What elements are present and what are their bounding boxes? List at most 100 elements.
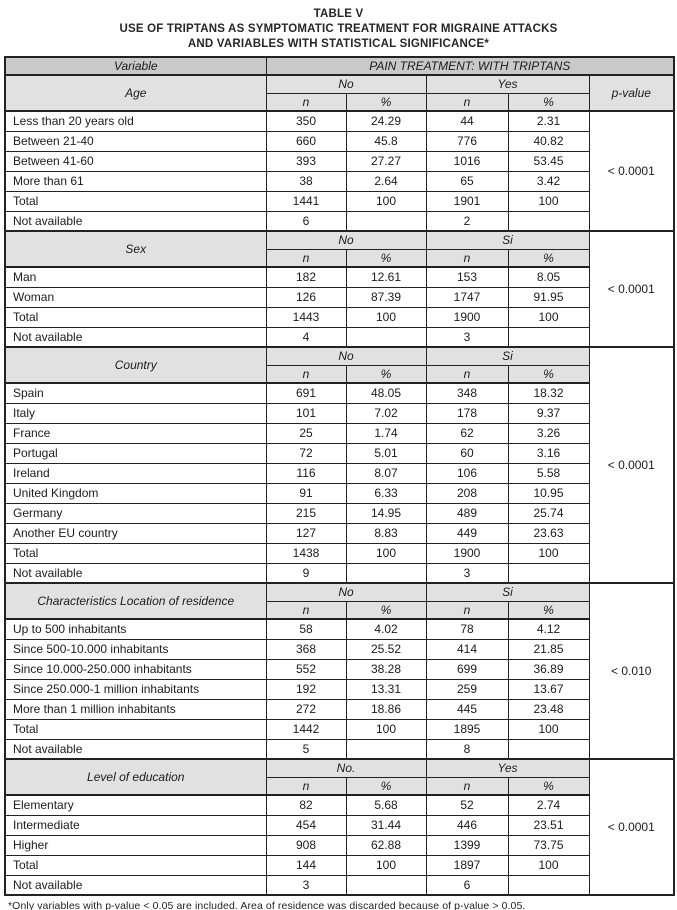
value-cell: 38.28	[345, 658, 427, 680]
section-name-cell: Sex	[4, 230, 267, 268]
section-name-cell: Age	[4, 74, 267, 112]
value-cell: 449	[425, 522, 509, 544]
value-cell: 5	[265, 738, 347, 760]
table-title-line-1: USE OF TRIPTANS AS SYMPTOMATIC TREATMENT…	[119, 23, 558, 35]
row-label-cell: Germany	[4, 502, 267, 524]
yes-header-cell: Si	[425, 582, 590, 602]
value-cell: 60	[425, 442, 509, 464]
column-header-cell: n	[425, 248, 509, 268]
row-label-cell: Total	[4, 306, 267, 328]
value-cell: 208	[425, 482, 509, 504]
table-row: Less than 20 years old 350 24.29 44 2.31 < 0.…	[4, 110, 675, 232]
value-cell: 368	[265, 638, 347, 660]
value-cell: 1.74	[345, 422, 427, 444]
value-cell: 2.31	[507, 110, 590, 132]
column-header-cell: n	[265, 600, 347, 620]
table-row: Since 250.000-1 million inhabitants 192 13…	[4, 678, 674, 700]
row-label-cell: Total	[4, 718, 267, 740]
row-label-cell: Intermediate	[4, 814, 267, 836]
p-value-cell: < 0.0001	[588, 110, 675, 232]
table-row: More than 61 38 2.64 65 3.42	[4, 170, 674, 192]
value-cell: 53.45	[507, 150, 590, 172]
table-title-line-2: AND VARIABLES WITH STATISTICAL SIGNIFICA…	[187, 38, 490, 50]
value-cell: 1895	[425, 718, 509, 740]
column-header-cell: n	[425, 92, 509, 112]
value-cell	[507, 326, 590, 348]
column-header-cell: %	[345, 92, 427, 112]
table-title-block: TABLE V USE OF TRIPTANS AS SYMPTOMATIC T…	[0, 0, 677, 52]
section-name-cell: Level of education	[4, 758, 267, 796]
table-row: Ireland 116 8.07 106 5.58	[4, 462, 674, 484]
value-cell: 65	[425, 170, 509, 192]
row-label-cell: Man	[4, 266, 267, 288]
p-value-cell: < 0.0001	[588, 346, 675, 584]
value-cell: 776	[425, 130, 509, 152]
value-cell: 100	[345, 190, 427, 212]
p-value-cell: < 0.010	[588, 582, 675, 760]
value-cell: 699	[425, 658, 509, 680]
table-row: Man 182 12.61 153 8.05	[4, 266, 674, 288]
column-header-cell: %	[507, 248, 590, 268]
row-label-cell: Not available	[4, 326, 267, 348]
yes-header-cell: Yes	[425, 74, 590, 94]
value-cell: 1900	[425, 542, 509, 564]
value-cell: 9	[265, 562, 347, 584]
value-cell: 5.68	[345, 794, 427, 816]
column-header-cell: %	[345, 248, 427, 268]
section-name-cell: Characteristics Location of residence	[4, 582, 267, 620]
value-cell: 153	[425, 266, 509, 288]
value-cell: 1901	[425, 190, 509, 212]
value-cell: 21.85	[507, 638, 590, 660]
row-label-cell: Spain	[4, 382, 267, 404]
table-row: Up to 500 inhabitants 58 4.02 78 4.12	[4, 618, 674, 640]
value-cell	[345, 874, 427, 896]
value-cell: 36.89	[507, 658, 590, 680]
table-row: United Kingdom 91 6.33 208 10.95	[4, 482, 674, 504]
row-label-cell: Not available	[4, 210, 267, 232]
table-row: Italy 101 7.02 178 9.37	[4, 402, 674, 424]
row-label-cell: Italy	[4, 402, 267, 424]
row-label-cell: Between 41-60	[4, 150, 267, 172]
column-header-cell: %	[345, 600, 427, 620]
value-cell: 1441	[265, 190, 347, 212]
row-label-cell: Not available	[4, 562, 267, 584]
variable-header-cell: Variable	[4, 56, 267, 76]
section-header-row: Level of education No. Yes < 0.0001	[4, 758, 675, 896]
value-cell: 13.31	[345, 678, 427, 700]
value-cell: 6.33	[345, 482, 427, 504]
no-header-cell: No	[265, 230, 427, 250]
value-cell: 72	[265, 442, 347, 464]
table-row: Total 1442 100 1895 100	[4, 718, 674, 740]
value-cell: 2.64	[345, 170, 427, 192]
value-cell: 23.51	[507, 814, 590, 836]
value-cell: 3.16	[507, 442, 590, 464]
row-label-cell: Between 21-40	[4, 130, 267, 152]
value-cell: 3.42	[507, 170, 590, 192]
value-cell: 101	[265, 402, 347, 424]
value-cell: 9.37	[507, 402, 590, 424]
value-cell: 393	[265, 150, 347, 172]
value-cell: 100	[345, 854, 427, 876]
yes-header-cell: Si	[425, 346, 590, 366]
value-cell: 62.88	[345, 834, 427, 856]
value-cell: 116	[265, 462, 347, 484]
value-cell: 272	[265, 698, 347, 720]
section-header-row: Country No Si < 0.0001	[4, 346, 675, 584]
p-value-cell: < 0.0001	[588, 758, 675, 896]
table-row: Intermediate 454 31.44 446 23.51	[4, 814, 674, 836]
row-label-cell: Ireland	[4, 462, 267, 484]
table-row: Since 10.000-250.000 inhabitants 552 38.28…	[4, 658, 674, 680]
column-header-cell: %	[507, 364, 590, 384]
row-label-cell: Since 500-10.000 inhabitants	[4, 638, 267, 660]
value-cell: 5.01	[345, 442, 427, 464]
table-row: Between 41-60 393 27.27 1016 53.45	[4, 150, 674, 172]
value-cell: 3.26	[507, 422, 590, 444]
value-cell: 445	[425, 698, 509, 720]
value-cell	[345, 326, 427, 348]
column-header-row: n% n%	[5, 248, 674, 268]
yes-header-cell: Si	[425, 230, 590, 250]
row-label-cell: Woman	[4, 286, 267, 308]
value-cell: 454	[265, 814, 347, 836]
value-cell: 100	[345, 542, 427, 564]
table-row: Elementary 82 5.68 52 2.74	[4, 794, 674, 816]
